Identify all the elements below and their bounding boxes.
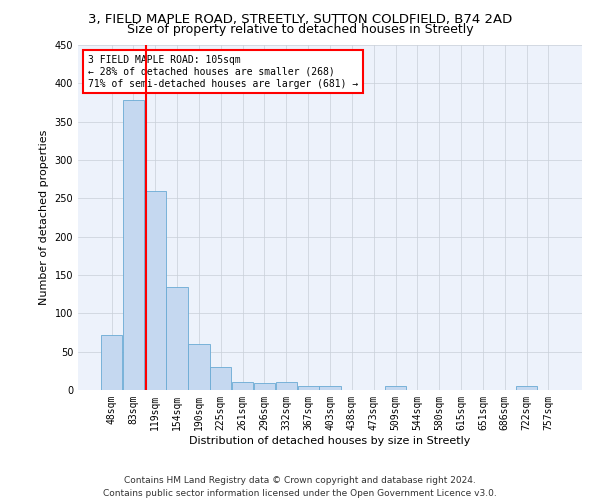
X-axis label: Distribution of detached houses by size in Streetly: Distribution of detached houses by size …: [190, 436, 470, 446]
Bar: [298, 386, 319, 390]
Bar: [385, 386, 406, 390]
Text: Contains HM Land Registry data © Crown copyright and database right 2024.
Contai: Contains HM Land Registry data © Crown c…: [103, 476, 497, 498]
Bar: [145, 190, 166, 390]
Bar: [232, 382, 253, 390]
Text: 3 FIELD MAPLE ROAD: 105sqm
← 28% of detached houses are smaller (268)
71% of sem: 3 FIELD MAPLE ROAD: 105sqm ← 28% of deta…: [88, 56, 358, 88]
Bar: [188, 344, 209, 390]
Bar: [166, 286, 188, 390]
Bar: [276, 382, 297, 390]
Text: Size of property relative to detached houses in Streetly: Size of property relative to detached ho…: [127, 22, 473, 36]
Bar: [123, 100, 144, 390]
Y-axis label: Number of detached properties: Number of detached properties: [39, 130, 49, 305]
Bar: [210, 367, 232, 390]
Text: 3, FIELD MAPLE ROAD, STREETLY, SUTTON COLDFIELD, B74 2AD: 3, FIELD MAPLE ROAD, STREETLY, SUTTON CO…: [88, 12, 512, 26]
Bar: [101, 335, 122, 390]
Bar: [254, 383, 275, 390]
Bar: [319, 386, 341, 390]
Bar: [516, 386, 537, 390]
